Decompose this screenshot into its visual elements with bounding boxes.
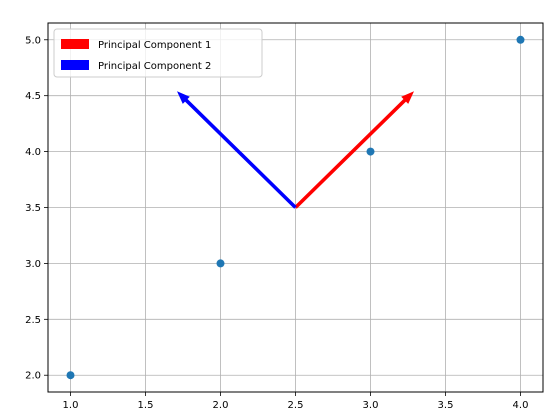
x-axis: 1.0 1.5 2.0 2.5 3.0 3.5 4.0 (63, 392, 529, 411)
y-axis: 2.0 2.5 3.0 3.5 4.0 4.5 5.0 (25, 35, 48, 382)
x-tick-label: 2.0 (213, 400, 229, 411)
legend-swatch (61, 39, 89, 49)
data-point (366, 147, 375, 156)
y-tick-label: 4.0 (25, 147, 41, 158)
y-tick-label: 2.5 (25, 315, 41, 326)
plot-frame (47, 22, 544, 393)
component-arrow (177, 91, 297, 209)
data-points (66, 35, 525, 380)
x-tick-label: 1.5 (138, 400, 154, 411)
x-tick-label: 4.0 (513, 400, 529, 411)
component-arrow (294, 91, 414, 209)
data-point (516, 35, 525, 44)
legend-box (53, 28, 263, 78)
data-point (216, 259, 225, 268)
x-tick-label: 2.5 (288, 400, 304, 411)
y-tick-label: 2.0 (25, 371, 41, 382)
y-tick-label: 3.5 (25, 203, 41, 214)
legend: Principal Component 1 Principal Component… (53, 28, 263, 78)
y-tick-label: 5.0 (25, 35, 41, 46)
legend-label: Principal Component 1 (98, 40, 211, 51)
x-tick-label: 1.0 (63, 400, 79, 411)
y-tick-label: 3.0 (25, 259, 41, 270)
x-tick-label: 3.5 (438, 400, 454, 411)
component-arrows (177, 91, 414, 209)
legend-swatch (61, 60, 89, 70)
legend-label: Principal Component 2 (98, 61, 211, 72)
x-tick-label: 3.0 (363, 400, 379, 411)
y-tick-label: 4.5 (25, 91, 41, 102)
data-point (66, 371, 75, 380)
